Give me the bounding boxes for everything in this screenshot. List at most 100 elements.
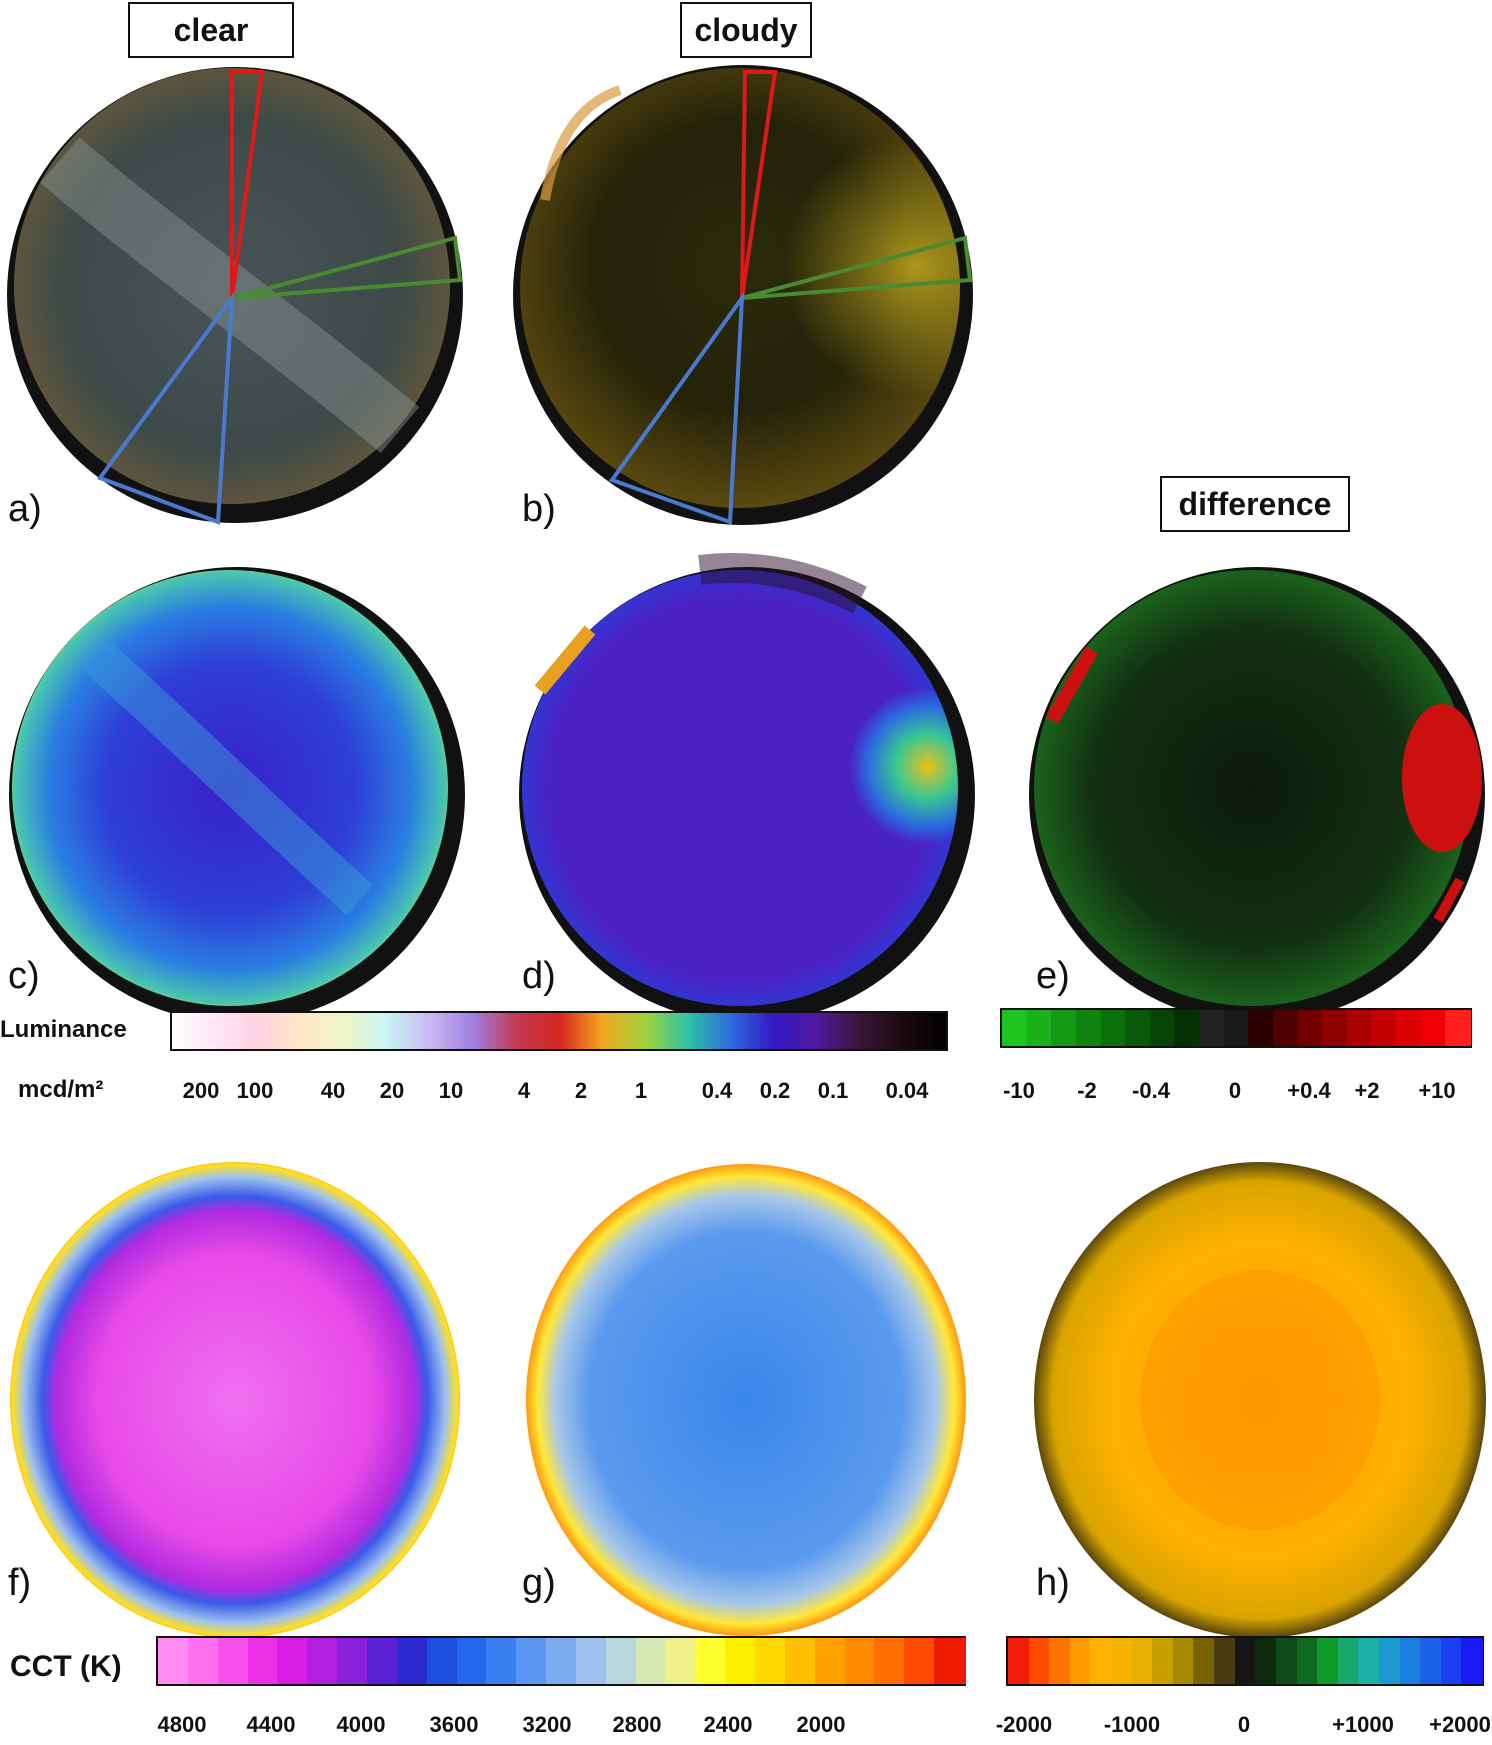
colorbar-segment <box>1002 1010 1028 1046</box>
colorbar-segment <box>1075 1010 1102 1046</box>
colorbar-segment <box>1371 1010 1398 1046</box>
cloudy-header: cloudy <box>680 2 812 58</box>
scale-tick-label: +1000 <box>1332 1712 1394 1737</box>
colorbar-segment <box>1131 1638 1154 1684</box>
colorbar-segment <box>1111 1638 1133 1684</box>
colorbar-segment <box>874 1638 906 1684</box>
colorbar-segment <box>366 1638 399 1684</box>
cct-scale-title: CCT (K) <box>10 1650 122 1683</box>
colorbar-segment <box>546 1638 578 1684</box>
colorbar-segment <box>396 1638 429 1684</box>
scale-tick-label: 3600 <box>429 1712 479 1737</box>
colorbar-segment <box>1420 1010 1447 1046</box>
colorbar-segment <box>516 1638 548 1684</box>
colorbar-segment <box>814 1638 847 1684</box>
colorbar-segment <box>158 1638 190 1684</box>
scale-tick-label: 0.04 <box>885 1078 929 1103</box>
colorbar-segment <box>1172 1638 1195 1684</box>
scale-tick-label: 0.1 <box>817 1078 849 1103</box>
scale-tick-label: 1 <box>634 1078 648 1103</box>
colorbar-segment <box>307 1638 339 1684</box>
colorbar-segment <box>725 1638 757 1684</box>
scale-tick-label: +2000 <box>1429 1712 1491 1737</box>
colorbar-segment <box>1272 1010 1299 1046</box>
colorbar-segment <box>1255 1638 1277 1684</box>
scale-tick-label: -2000 <box>995 1712 1053 1737</box>
colorbar-segment <box>217 1638 250 1684</box>
colorbar-segment <box>784 1638 817 1684</box>
scale-tick-label: 4 <box>517 1078 531 1103</box>
scale-tick-label: 3200 <box>522 1712 572 1737</box>
colorbar-segment <box>277 1638 309 1684</box>
panel-label-d: d) <box>522 955 556 997</box>
colorbar-segment <box>575 1638 608 1684</box>
scale-tick-label: 0 <box>1228 1078 1242 1103</box>
scale-tick-label: 0.4 <box>701 1078 733 1103</box>
colorbar-segment <box>1396 1010 1422 1046</box>
panel-label-h: h) <box>1036 1562 1070 1604</box>
colorbar-segment <box>1049 1638 1071 1684</box>
colorbar-segment <box>695 1638 727 1684</box>
colorbar-segment <box>1223 1010 1250 1046</box>
scale-tick-label: 10 <box>438 1078 464 1103</box>
scale-tick-label: 2800 <box>612 1712 662 1737</box>
difference-header: difference <box>1160 476 1350 532</box>
colorbar-segment <box>426 1638 459 1684</box>
colorbar-segment <box>934 1638 966 1684</box>
scale-tick-label: 0.2 <box>759 1078 791 1103</box>
scale-tick-label: +0.4 <box>1287 1078 1331 1103</box>
colorbar-segment <box>337 1638 369 1684</box>
colorbar-segment <box>1149 1010 1176 1046</box>
scale-tick-label: 100 <box>236 1078 274 1103</box>
luminance-scale-title: Luminance <box>0 1016 127 1043</box>
scale-tick-label: 40 <box>320 1078 346 1103</box>
scale-tick-label: 0 <box>1237 1712 1251 1737</box>
panel-label-g: g) <box>522 1562 556 1604</box>
colorbar-segment <box>755 1638 787 1684</box>
panel-label-a: a) <box>8 488 42 530</box>
cct-difference-colorbar <box>1006 1636 1484 1686</box>
panel-label-f: f) <box>8 1562 32 1604</box>
scale-tick-label: -2 <box>1077 1078 1097 1103</box>
colorbar-segment <box>1234 1638 1257 1684</box>
colorbar-segment <box>635 1638 668 1684</box>
colorbar-segment <box>1420 1638 1442 1684</box>
colorbar-segment <box>247 1638 279 1684</box>
colorbar-segment <box>1152 1638 1174 1684</box>
colorbar-segment <box>1275 1638 1298 1684</box>
scale-tick-label: -1000 <box>1103 1712 1161 1737</box>
colorbar-segment <box>1461 1638 1483 1684</box>
scale-tick-label: 4400 <box>246 1712 296 1737</box>
scale-tick-label: 20 <box>379 1078 405 1103</box>
luminance-colorbar <box>170 1011 948 1051</box>
colorbar-segment <box>456 1638 488 1684</box>
colorbar-segment <box>1445 1010 1471 1046</box>
cct-colorbar <box>156 1636 966 1686</box>
colorbar-segment <box>1090 1638 1112 1684</box>
scale-tick-label: -10 <box>1003 1078 1035 1103</box>
colorbar-segment <box>1337 1638 1360 1684</box>
colorbar-segment <box>605 1638 638 1684</box>
colorbar-segment <box>1174 1010 1200 1046</box>
colorbar-segment <box>1399 1638 1422 1684</box>
colorbar-segment <box>1296 1638 1319 1684</box>
clear-header: clear <box>128 2 294 58</box>
colorbar-segment <box>486 1638 518 1684</box>
difference-colorbar <box>1000 1008 1472 1048</box>
colorbar-segment <box>904 1638 936 1684</box>
panel-label-b: b) <box>522 488 556 530</box>
scale-tick-label: 2400 <box>703 1712 753 1737</box>
luminance-scale-unit: mcd/m² <box>18 1076 104 1103</box>
scale-tick-label: +2 <box>1354 1078 1380 1103</box>
colorbar-segment <box>1100 1010 1127 1046</box>
colorbar-segment <box>1008 1638 1030 1684</box>
colorbar-segment <box>844 1638 877 1684</box>
colorbar-segment <box>1193 1638 1216 1684</box>
scale-tick-label: 4800 <box>157 1712 207 1737</box>
